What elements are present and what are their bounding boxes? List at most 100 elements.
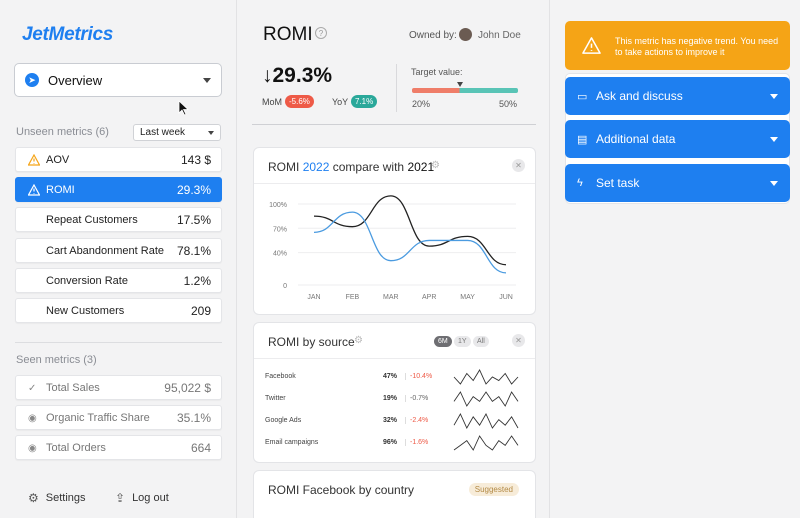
set-task-button[interactable]: ϟ Set task xyxy=(565,164,790,202)
sparkline-path xyxy=(453,435,519,451)
close-icon[interactable]: ✕ xyxy=(512,159,525,172)
settings-label: Settings xyxy=(45,492,86,504)
y-tick-label: 100% xyxy=(269,202,287,209)
range-6m-button[interactable]: 6M xyxy=(434,336,452,347)
suggested-badge: Suggested xyxy=(468,483,519,496)
metric-item-new-customers[interactable]: New Customers 209 xyxy=(15,298,222,323)
metric-item-name: Repeat Customers xyxy=(46,213,138,226)
x-tick-label: JUN xyxy=(499,294,513,301)
metric-item-name: Cart Abandonment Rate xyxy=(46,244,165,257)
gear-icon[interactable]: ⚙ xyxy=(431,160,440,171)
eye-icon: ◉ xyxy=(28,413,37,424)
help-icon[interactable]: ? xyxy=(315,27,327,39)
metric-item-name: Conversion Rate xyxy=(46,274,128,287)
range-1y-button[interactable]: 1Y xyxy=(454,336,471,347)
gear-icon: ⚙ xyxy=(28,491,39,505)
series-line-2 xyxy=(313,211,507,274)
note-icon: ▤ xyxy=(577,133,588,146)
warning-icon xyxy=(28,184,40,196)
range-all-button[interactable]: All xyxy=(473,336,489,347)
metric-detail: ROMI ? Owned by: John Doe ↓29.3% MoM -5.… xyxy=(237,0,550,518)
seen-metrics-label: Seen metrics (3) xyxy=(16,354,97,366)
metric-item-conversion-rate[interactable]: Conversion Rate 1.2% xyxy=(15,268,222,293)
metric-item-aov[interactable]: AOV 143 $ xyxy=(15,147,222,172)
period-select[interactable]: Last week xyxy=(133,124,221,141)
avatar xyxy=(459,28,472,41)
logout-label: Log out xyxy=(132,492,169,504)
owned-by-label: Owned by: xyxy=(409,30,457,41)
sparkline-path xyxy=(453,391,519,407)
mom-badge: -5.6% xyxy=(285,95,314,108)
dashboard-select[interactable]: ➤ Overview xyxy=(14,63,222,97)
yoy-badge: 7.1% xyxy=(351,95,378,108)
metric-item-value: 78.1% xyxy=(176,243,211,258)
chevron-down-icon xyxy=(770,180,778,186)
chevron-down-icon xyxy=(203,77,211,83)
source-row-email[interactable]: Email campaigns 96% -1.6% xyxy=(265,435,527,451)
settings-link[interactable]: ⚙ Settings xyxy=(28,491,86,505)
action-label: Set task xyxy=(596,176,640,190)
metric-item-value: 17.5% xyxy=(176,212,211,227)
metric-item-romi[interactable]: ROMI 29.3% xyxy=(15,177,222,202)
title-year-previous: 2021 xyxy=(407,160,435,174)
alert-text: This metric has negative trend. You need… xyxy=(615,36,779,57)
divider xyxy=(396,64,397,112)
eye-icon: ◉ xyxy=(28,443,37,454)
x-tick-label: MAR xyxy=(383,294,399,301)
source-row-facebook[interactable]: Facebook 47% -10.4% xyxy=(265,369,527,385)
chevron-down-icon xyxy=(770,136,778,142)
target-min: 20% xyxy=(412,99,431,109)
divider xyxy=(254,358,535,359)
line-chart: 100% 70% 40% 0 JAN FEB MAR APR MAY JUN xyxy=(269,195,516,301)
logout-link[interactable]: ⇪ Log out xyxy=(115,491,169,505)
additional-data-button[interactable]: ▤ Additional data xyxy=(565,120,790,158)
source-row-google-ads[interactable]: Google Ads 32% -2.4% xyxy=(265,413,527,429)
metric-item-name: Organic Traffic Share xyxy=(46,411,150,424)
warning-icon xyxy=(28,154,40,166)
owner-name[interactable]: John Doe xyxy=(478,30,521,41)
period-select-label: Last week xyxy=(140,127,186,138)
metric-item-organic-traffic[interactable]: ◉ Organic Traffic Share 35.1% xyxy=(15,405,222,430)
x-tick-label: APR xyxy=(422,294,436,301)
dashboard-select-label: Overview xyxy=(48,72,103,88)
app-logo[interactable]: JetMetrics xyxy=(22,24,113,45)
x-tick-label: MAY xyxy=(460,294,475,301)
metric-item-name: Total Orders xyxy=(46,441,106,454)
metric-value: ↓29.3% xyxy=(262,64,333,87)
metric-item-total-sales[interactable]: ✓ Total Sales 95,022 $ xyxy=(15,375,222,400)
target-max: 50% xyxy=(499,99,518,109)
ask-and-discuss-button[interactable]: ▭ Ask and discuss xyxy=(565,77,790,115)
metric-item-name: AOV xyxy=(46,153,70,166)
source-card-title: ROMI by source xyxy=(268,335,355,349)
action-label: Ask and discuss xyxy=(596,89,683,103)
metric-item-value: 35.1% xyxy=(176,410,211,425)
metric-item-cart-abandonment[interactable]: Cart Abandonment Rate 78.1% xyxy=(15,238,222,263)
actions-panel: This metric has negative trend. You need… xyxy=(550,0,800,518)
metric-item-value: 1.2% xyxy=(183,273,211,288)
title-year-current: 2022 xyxy=(302,160,330,174)
x-tick-label: FEB xyxy=(346,294,360,301)
target-bar xyxy=(412,88,518,93)
close-icon[interactable]: ✕ xyxy=(512,334,525,347)
country-card-title: ROMI Facebook by country xyxy=(268,483,415,497)
source-row-twitter[interactable]: Twitter 19% -0.7% xyxy=(265,391,527,407)
metric-item-total-orders[interactable]: ◉ Total Orders 664 xyxy=(15,435,222,460)
compare-card-title: ROMI 2022 compare with 2021 xyxy=(268,160,434,174)
mouse-cursor-icon xyxy=(178,100,190,116)
metric-item-repeat-customers[interactable]: Repeat Customers 17.5% xyxy=(15,207,222,232)
source-pct: 19% xyxy=(383,395,398,402)
title-metric: ROMI xyxy=(268,160,300,174)
sparkline xyxy=(453,369,519,385)
metric-item-name: ROMI xyxy=(46,183,75,196)
source-name: Twitter xyxy=(265,395,286,402)
source-card: ROMI by source ⚙ 6M 1Y All ✕ Facebook 47… xyxy=(253,322,536,463)
sparkline xyxy=(453,413,519,429)
gear-icon[interactable]: ⚙ xyxy=(354,335,363,346)
sidebar: JetMetrics ➤ Overview Unseen metrics (6)… xyxy=(0,0,237,518)
unseen-metrics-label: Unseen metrics (6) xyxy=(16,126,109,138)
metric-item-name: New Customers xyxy=(46,304,125,317)
source-pct: 47% xyxy=(383,373,398,380)
source-name: Google Ads xyxy=(265,417,302,424)
divider xyxy=(15,342,222,343)
sparkline-path xyxy=(453,413,519,429)
